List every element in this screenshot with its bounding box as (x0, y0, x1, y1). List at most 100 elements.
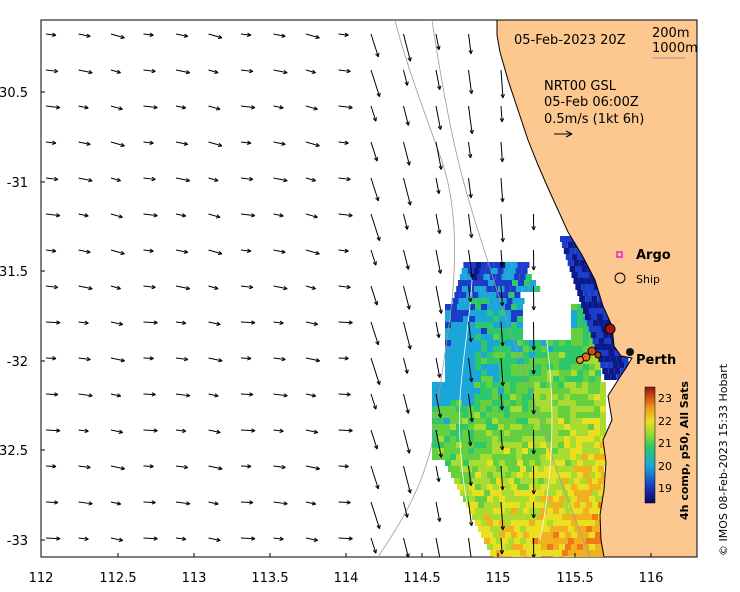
current-arrow (403, 501, 408, 518)
current-arrow (208, 429, 221, 433)
current-arrow (45, 213, 60, 217)
current-arrow (435, 213, 441, 234)
current-arrow (305, 105, 318, 110)
current-arrow (435, 249, 442, 274)
current-arrow (370, 69, 381, 97)
current-arrow (110, 429, 123, 433)
current-arrow (435, 141, 442, 170)
current-source: NRT00 GSL (544, 79, 617, 94)
current-arrow (273, 177, 288, 182)
current-arrow (110, 33, 125, 39)
current-arrow (305, 429, 318, 433)
current-arrow (110, 213, 123, 218)
current-arrow (500, 213, 504, 242)
current-arrow (143, 321, 158, 324)
current-arrow (403, 177, 411, 206)
current-arrow (305, 285, 316, 290)
contour-200m (431, 20, 591, 557)
current-arrow (403, 393, 409, 414)
current-arrow (500, 69, 504, 98)
current-arrow (305, 393, 316, 397)
current-arrow (45, 429, 61, 432)
x-tick-label: 113 (182, 571, 207, 586)
current-arrow (175, 33, 188, 37)
current-arrow (273, 429, 284, 432)
colorbar-tick-label: 19 (658, 482, 672, 495)
current-arrow (435, 177, 440, 194)
current-arrow (110, 501, 121, 505)
current-arrow (370, 501, 381, 529)
current-arrow (305, 177, 316, 182)
current-arrow (143, 249, 154, 252)
current-arrow (78, 141, 91, 145)
current-arrow (468, 177, 472, 198)
current-arrow (370, 321, 379, 346)
current-arrow (468, 393, 473, 422)
current-arrow (110, 141, 125, 147)
y-tick-label: -30.5 (0, 86, 28, 101)
ship-legend-label: Ship (636, 273, 660, 286)
current-arrow (45, 141, 56, 144)
current-arrow (240, 537, 256, 540)
current-arrow (240, 105, 255, 109)
current-arrow (240, 249, 251, 252)
x-tick-label: 115 (486, 571, 511, 586)
current-arrow (500, 141, 503, 162)
current-arrow (500, 357, 504, 386)
current-arrow (435, 285, 442, 314)
current-arrow (208, 249, 223, 255)
current-arrow (370, 429, 378, 450)
colorbar-tick-label: 20 (658, 460, 672, 473)
current-arrow (45, 537, 61, 540)
current-arrow (468, 465, 472, 486)
current-arrow (435, 357, 441, 378)
current-arrow (370, 33, 379, 58)
current-arrow (338, 249, 349, 252)
current-arrow (338, 537, 353, 540)
current-arrow (175, 429, 186, 432)
current-arrow (240, 177, 253, 180)
ship-markers (576, 323, 616, 364)
current-arrow (435, 465, 440, 482)
current-arrow (273, 285, 288, 290)
current-arrow (338, 141, 349, 144)
current-arrow (273, 105, 284, 109)
current-arrow (305, 69, 316, 74)
current-arrow (338, 285, 351, 288)
current-arrow (143, 105, 158, 109)
current-scale: 0.5m/s (1kt 6h) (544, 112, 644, 127)
current-arrow (500, 249, 503, 266)
current-arrow (110, 357, 125, 362)
current-arrow (273, 249, 286, 253)
current-arrow (78, 69, 93, 74)
current-arrow (175, 465, 188, 469)
current-arrow (208, 33, 223, 39)
y-tick-label: -33 (7, 534, 28, 549)
x-tick-label: 113.5 (251, 571, 288, 586)
contour-label-200m: 200m (652, 26, 689, 41)
current-arrow (468, 105, 473, 134)
current-arrow (240, 213, 255, 217)
current-arrow (45, 393, 59, 396)
current-arrow (273, 321, 284, 324)
contour-1000m (377, 20, 455, 557)
current-arrow (435, 393, 442, 418)
current-vectors (45, 32, 536, 557)
current-arrow (305, 501, 316, 505)
y-axis: -30.5 -31 -31.5 -32 -32.5 -33 (0, 86, 45, 549)
current-arrow (468, 213, 473, 238)
current-arrow (273, 69, 288, 74)
current-arrow (208, 69, 219, 74)
current-arrow (175, 177, 190, 182)
current-arrow (370, 357, 381, 385)
current-arrow (468, 321, 472, 342)
current-arrow (403, 213, 408, 230)
current-arrow (175, 213, 186, 217)
current-arrow (45, 285, 58, 288)
current-arrow (110, 537, 123, 541)
current-arrow (468, 537, 472, 557)
current-arrow (143, 141, 154, 144)
current-arrow (305, 249, 320, 255)
current-arrow (273, 141, 286, 145)
